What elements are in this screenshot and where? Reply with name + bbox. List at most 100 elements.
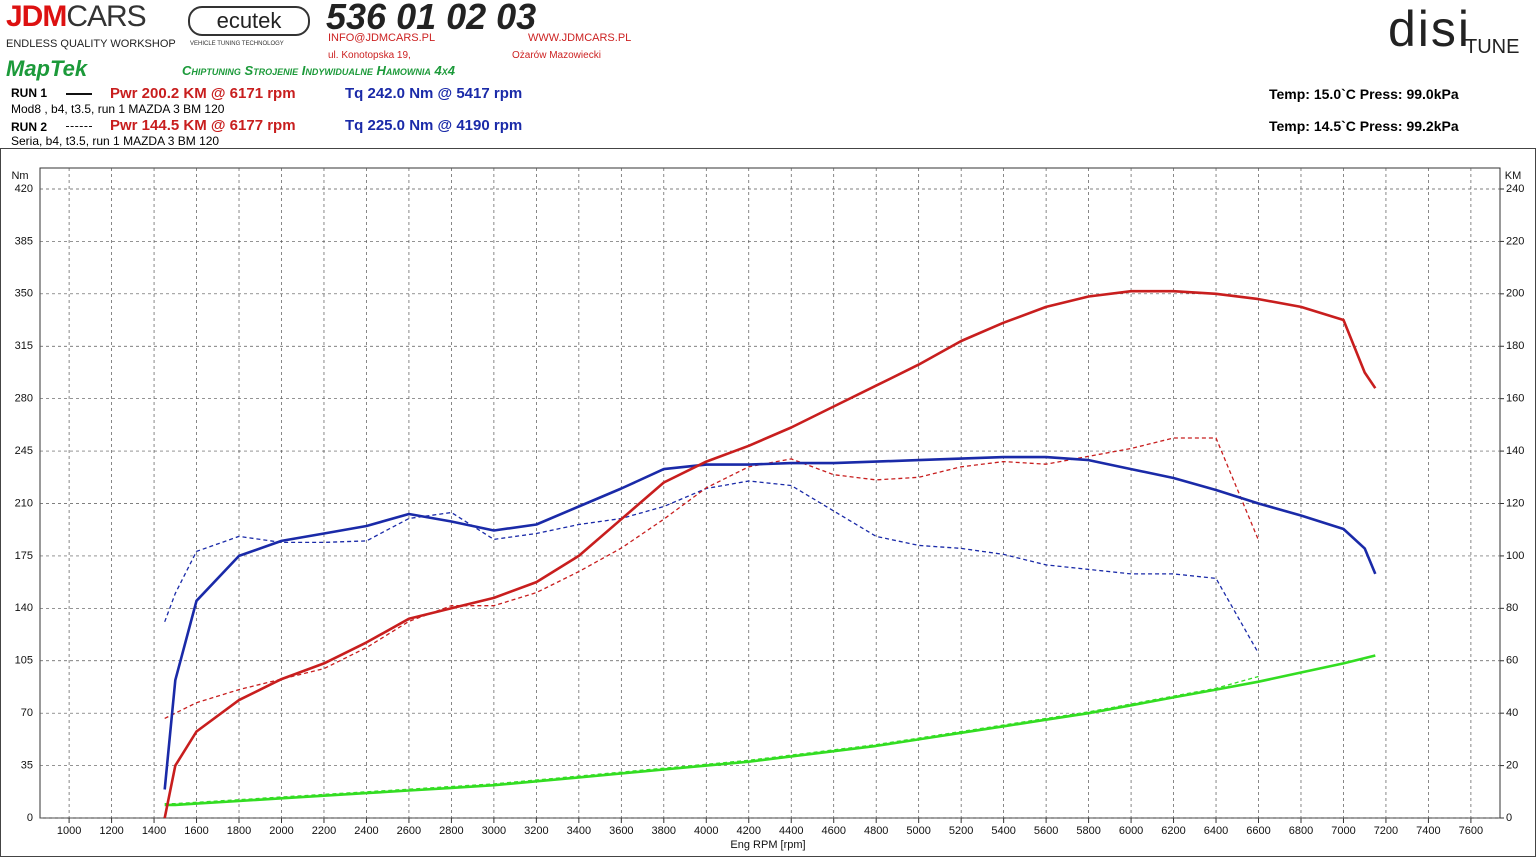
x-tick-label: 7200 <box>1374 825 1398 837</box>
y2-tick-label: 20 <box>1506 759 1518 771</box>
logo-tag: ENDLESS QUALITY WORKSHOP <box>6 38 176 50</box>
run-label: RUN 2 <box>11 120 48 134</box>
series-line <box>163 289 1377 819</box>
y2-tick-label: 220 <box>1506 235 1524 247</box>
chart-frame <box>0 148 1536 857</box>
x-tick-label: 5400 <box>991 825 1015 837</box>
y2-tick-label: 160 <box>1506 393 1524 405</box>
slogan: Chiptuning Strojenie Indywidualne Hamown… <box>182 63 455 78</box>
x-tick-label: 2600 <box>397 825 421 837</box>
x-tick-label: 4600 <box>821 825 845 837</box>
plot-area <box>39 167 1501 819</box>
x-tick-label: 6400 <box>1204 825 1228 837</box>
series-line <box>164 437 1260 719</box>
x-tick-label: 3400 <box>567 825 591 837</box>
logo-part: CARS <box>66 0 146 33</box>
x-tick-label: 6600 <box>1246 825 1270 837</box>
maptek-logo: MapTek <box>6 56 88 81</box>
x-tick-label: 3200 <box>524 825 548 837</box>
series-line <box>164 480 1260 654</box>
run-power: Pwr 200.2 KM @ 6171 rpm <box>110 85 296 102</box>
ecutek-logo: ecutek <box>188 6 310 36</box>
y2-tick-label: 60 <box>1506 655 1518 667</box>
logo: JDMCARS <box>6 0 147 34</box>
x-tick-label: 7600 <box>1459 825 1483 837</box>
x-tick-label: 3800 <box>652 825 676 837</box>
phone: 536 01 02 03 <box>326 0 537 37</box>
x-tick-label: 1800 <box>227 825 251 837</box>
y2-tick-label: 40 <box>1506 707 1518 719</box>
series-line <box>163 455 1377 790</box>
x-tick-label: 1000 <box>57 825 81 837</box>
x-tick-label: 1600 <box>184 825 208 837</box>
run-label: RUN 1 <box>11 86 48 100</box>
run-line <box>66 93 92 95</box>
y-tick-label: 280 <box>15 393 33 405</box>
x-tick-label: 2200 <box>312 825 336 837</box>
series-line <box>164 675 1259 805</box>
y2-tick-label: 140 <box>1506 445 1524 457</box>
x-axis-label: Eng RPM [rpm] <box>730 839 805 851</box>
y-tick-label: 140 <box>15 602 33 614</box>
website: WWW.JDMCARS.PL <box>528 32 632 44</box>
y2-tick-label: 80 <box>1506 602 1518 614</box>
y-tick-label: 210 <box>15 497 33 509</box>
x-tick-label: 7000 <box>1331 825 1355 837</box>
x-tick-label: 2400 <box>354 825 378 837</box>
run-conditions: Temp: 14.5`C Press: 99.2kPa <box>1269 118 1459 134</box>
y2-tick-label: 0 <box>1506 812 1512 824</box>
run-torque: Tq 225.0 Nm @ 4190 rpm <box>345 117 523 134</box>
x-tick-label: 2800 <box>439 825 463 837</box>
y2-tick-label: 200 <box>1506 288 1524 300</box>
y-tick-label: 0 <box>27 812 33 824</box>
y-axis-label: Nm <box>11 170 28 182</box>
y-tick-label: 350 <box>15 288 33 300</box>
x-tick-label: 4800 <box>864 825 888 837</box>
logo-part: JDM <box>6 0 67 33</box>
x-tick-label: 7400 <box>1416 825 1440 837</box>
y2-tick-label: 240 <box>1506 183 1524 195</box>
address: ul. Konotopska 19, <box>328 50 411 61</box>
run-torque: Tq 242.0 Nm @ 5417 rpm <box>345 85 523 102</box>
x-tick-label: 3600 <box>609 825 633 837</box>
city: Ożarów Mazowiecki <box>512 50 601 61</box>
x-tick-label: 5800 <box>1076 825 1100 837</box>
x-tick-label: 5600 <box>1034 825 1058 837</box>
disi-logo: disi <box>1388 1 1472 57</box>
y-tick-label: 315 <box>15 340 33 352</box>
y2-axis-label: KM <box>1505 170 1522 182</box>
x-tick-label: 6000 <box>1119 825 1143 837</box>
y-tick-label: 105 <box>15 655 33 667</box>
x-tick-label: 4400 <box>779 825 803 837</box>
y2-tick-label: 120 <box>1506 497 1524 509</box>
run-line <box>66 126 92 127</box>
y-tick-label: 35 <box>21 759 33 771</box>
run-desc: Mod8 , b4, t3.5, run 1 MAZDA 3 BM 120 <box>11 102 225 116</box>
x-tick-label: 4000 <box>694 825 718 837</box>
y-tick-label: 385 <box>15 235 33 247</box>
x-tick-label: 2000 <box>269 825 293 837</box>
x-tick-label: 5200 <box>949 825 973 837</box>
run-desc: Seria, b4, t3.5, run 1 MAZDA 3 BM 120 <box>11 134 220 148</box>
x-tick-label: 1400 <box>142 825 166 837</box>
y-tick-label: 245 <box>15 445 33 457</box>
y-tick-label: 175 <box>15 550 33 562</box>
x-tick-label: 6200 <box>1161 825 1185 837</box>
run-power: Pwr 144.5 KM @ 6177 rpm <box>110 117 296 134</box>
series-line <box>164 654 1376 807</box>
run-conditions: Temp: 15.0`C Press: 99.0kPa <box>1269 86 1459 102</box>
y2-tick-label: 100 <box>1506 550 1524 562</box>
email: INFO@JDMCARS.PL <box>328 32 436 44</box>
y-tick-label: 420 <box>15 183 33 195</box>
x-tick-label: 4200 <box>737 825 761 837</box>
x-tick-label: 6800 <box>1289 825 1313 837</box>
y-tick-label: 70 <box>21 707 33 719</box>
x-tick-label: 3000 <box>482 825 506 837</box>
x-tick-label: 1200 <box>99 825 123 837</box>
x-tick-label: 5000 <box>906 825 930 837</box>
tune-logo: TUNE <box>1465 36 1520 58</box>
ecutek-tag: VEHICLE TUNING TECHNOLOGY <box>190 41 284 47</box>
y2-tick-label: 180 <box>1506 340 1524 352</box>
